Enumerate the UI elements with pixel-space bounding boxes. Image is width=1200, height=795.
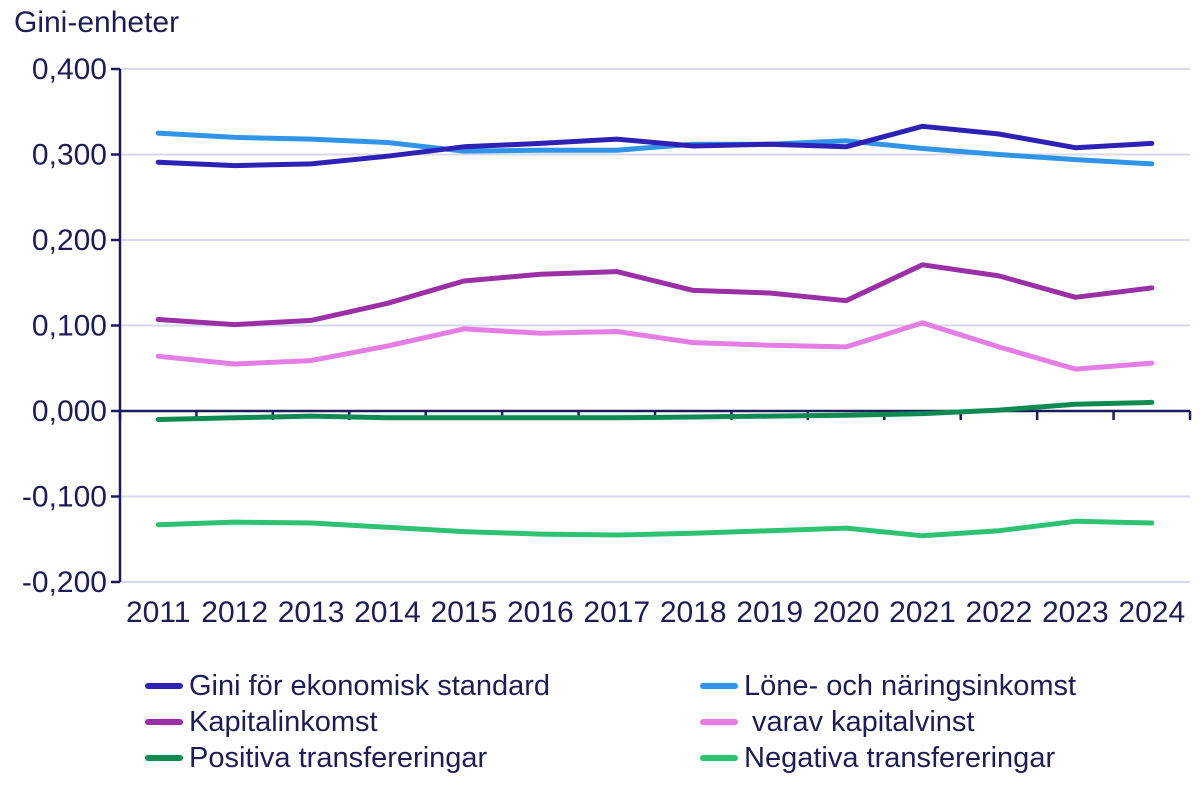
legend-item: Löne- och näringsinkomst <box>700 668 1155 704</box>
legend-line-swatch <box>145 683 183 689</box>
chart-unit-label: Gini-enheter <box>14 6 180 39</box>
legend-line-swatch <box>700 755 738 761</box>
legend-line-swatch <box>700 683 738 689</box>
x-tick-label: 2023 <box>1042 596 1109 629</box>
y-tick-label: 0,300 <box>32 139 107 172</box>
x-tick-label: 2014 <box>354 596 421 629</box>
y-tick-label: -0,200 <box>22 566 107 599</box>
series-line-2 <box>155 130 1155 167</box>
series-line-1 <box>155 123 1155 169</box>
legend-item: Kapitalinkomst <box>145 704 700 740</box>
legend-row: Kapitalinkomst varav kapitalvinst <box>0 704 1200 740</box>
legend-label: Löne- och näringsinkomst <box>744 670 1077 702</box>
legend-label: Negativa transfereringar <box>744 742 1056 774</box>
legend-line-swatch <box>145 719 183 725</box>
y-tick-label: 0,400 <box>32 53 107 86</box>
series-line-4 <box>155 320 1155 372</box>
x-tick-label: 2013 <box>278 596 345 629</box>
x-tick-label: 2016 <box>507 596 574 629</box>
legend-item: varav kapitalvinst <box>700 704 1155 740</box>
x-tick-label: 2024 <box>1118 596 1185 629</box>
series-line-3 <box>155 262 1155 328</box>
legend-item: Positiva transfereringar <box>145 740 700 776</box>
legend-label: Kapitalinkomst <box>189 706 378 738</box>
x-tick-label: 2020 <box>813 596 880 629</box>
y-tick-label: 0,100 <box>32 310 107 343</box>
chart-legend: Gini för ekonomisk standard Löne- och när… <box>0 668 1200 776</box>
x-tick-label: 2018 <box>660 596 727 629</box>
x-tick-label: 2022 <box>966 596 1033 629</box>
x-tick-label: 2015 <box>431 596 498 629</box>
x-tick-label: 2021 <box>889 596 956 629</box>
legend-label: varav kapitalvinst <box>744 706 975 738</box>
legend-row: Positiva transfereringar Negativa transfe… <box>0 740 1200 776</box>
series-line-6 <box>155 518 1155 539</box>
legend-line-swatch <box>700 719 738 725</box>
x-tick-label: 2011 <box>126 596 191 629</box>
y-tick-label: 0,000 <box>32 395 107 428</box>
legend-label: Gini för ekonomisk standard <box>189 670 551 702</box>
x-tick-label: 2017 <box>583 596 650 629</box>
legend-label: Positiva transfereringar <box>189 742 488 774</box>
y-tick-label: -0,100 <box>22 481 107 514</box>
x-tick-label: 2019 <box>736 596 803 629</box>
legend-item: Gini för ekonomisk standard <box>145 668 700 704</box>
legend-line-swatch <box>145 755 183 761</box>
y-tick-label: 0,200 <box>32 224 107 257</box>
x-tick-label: 2012 <box>201 596 268 629</box>
legend-item: Negativa transfereringar <box>700 740 1155 776</box>
series-line-5 <box>155 399 1155 422</box>
line-chart-canvas: 0,400 0,300 0,200 0,100 0,000 -0,100 -0,200 201… <box>22 53 1192 629</box>
legend-row: Gini för ekonomisk standard Löne- och när… <box>0 668 1200 704</box>
